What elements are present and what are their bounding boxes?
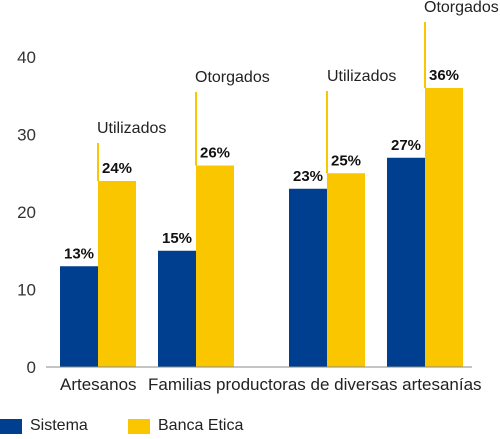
- category-label-familias: Familias productoras de diversas artesan…: [148, 375, 482, 394]
- legend-label-banca-etica: Banca Etica: [158, 417, 244, 434]
- value-label: 26%: [200, 145, 230, 162]
- value-label: 23%: [293, 168, 323, 185]
- bar-sistema: [158, 250, 196, 367]
- annotation-label: Utilizados: [327, 68, 396, 85]
- bar-sistema: [60, 266, 98, 367]
- legend-swatch-sistema: [0, 418, 22, 434]
- value-label: 36%: [429, 67, 459, 84]
- y-tick-label: 0: [27, 358, 36, 377]
- value-label: 13%: [64, 245, 94, 262]
- value-labels: 13% 24% 15% 26% 23% 25% 27% 36%: [64, 67, 459, 262]
- annotation-label: Otorgados: [195, 69, 270, 86]
- annotation-label: Otorgados: [424, 0, 499, 16]
- legend-item-sistema: Sistema: [0, 416, 88, 436]
- y-axis: 0 10 20 30 40: [17, 48, 36, 377]
- legend-item-banca-etica: Banca Etica: [128, 416, 243, 436]
- legend-swatch-banca-etica: [128, 418, 150, 434]
- y-tick-label: 30: [17, 126, 36, 145]
- bar-sistema: [289, 188, 327, 367]
- bar-banca-etica: [98, 181, 136, 367]
- value-label: 27%: [391, 137, 421, 154]
- value-label: 15%: [162, 230, 192, 247]
- bar-banca-etica: [327, 173, 365, 367]
- bar-sistema: [387, 157, 425, 367]
- bars: [60, 88, 463, 367]
- bar-banca-etica: [196, 165, 234, 367]
- value-label: 24%: [102, 160, 132, 177]
- value-label: 25%: [331, 152, 361, 169]
- y-tick-label: 10: [17, 281, 36, 300]
- bar-banca-etica: [425, 88, 463, 367]
- legend-label-sistema: Sistema: [30, 417, 88, 434]
- bar-chart: 0 10 20 30 40 Utilizados Otorgados Utilizados O…: [17, 0, 499, 394]
- annotations: Utilizados Otorgados Utilizados Otorgados: [97, 0, 499, 181]
- y-tick-label: 40: [17, 48, 36, 67]
- category-label-artesanos: Artesanos: [60, 375, 137, 394]
- y-tick-label: 20: [17, 203, 36, 222]
- annotation-label: Utilizados: [97, 120, 166, 137]
